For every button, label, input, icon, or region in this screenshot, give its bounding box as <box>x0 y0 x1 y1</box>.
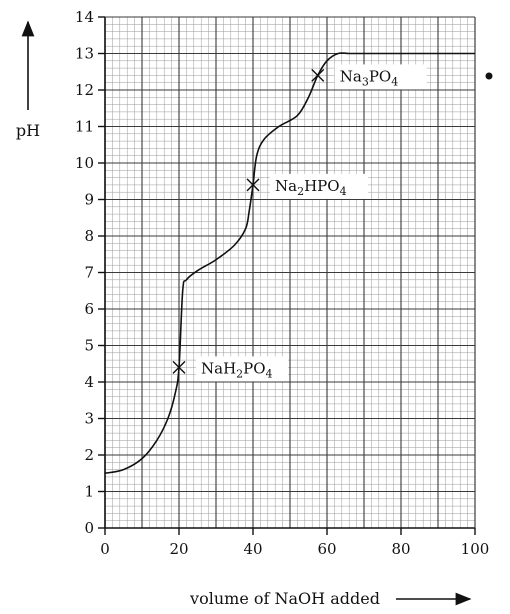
point-marker-x <box>172 360 186 374</box>
label-backdrop <box>334 64 427 90</box>
y-axis-title: pH <box>16 121 40 140</box>
x-tick-label: 40 <box>243 540 262 558</box>
label-subscript: 2 <box>297 185 304 198</box>
curve-group <box>104 52 475 475</box>
label-subscript: 4 <box>266 367 273 380</box>
label-backdrop <box>196 356 288 382</box>
titration-curve <box>104 52 475 475</box>
y-tick-label: 2 <box>84 446 94 464</box>
label-text: Na <box>275 177 297 195</box>
y-tick-label: 9 <box>84 191 94 209</box>
label-subscript: 3 <box>362 75 369 88</box>
y-tick-label: 6 <box>84 300 94 318</box>
x-axis-title: volume of NaOH added <box>189 589 380 608</box>
x-tick-label: 60 <box>317 540 336 558</box>
species-label: Na2HPO4 <box>275 177 347 198</box>
point-marker-x <box>246 178 260 192</box>
label-text: NaH <box>201 359 236 377</box>
x-tick-label: 100 <box>461 540 490 558</box>
label-text: PO <box>243 359 265 377</box>
major-grid <box>104 16 476 529</box>
y-tick-label: 8 <box>84 227 94 245</box>
y-tick-label: 0 <box>84 519 94 537</box>
y-tick-label: 3 <box>84 410 94 428</box>
y-tick-label: 11 <box>75 118 94 136</box>
y-tick-label: 1 <box>84 483 94 501</box>
species-label: Na3PO4 <box>340 67 398 88</box>
point-marker-x <box>311 68 325 82</box>
y-tick-label: 4 <box>84 373 94 391</box>
x-tick-label: 20 <box>169 540 188 558</box>
y-tick-label: 14 <box>75 8 94 26</box>
y-tick-label: 5 <box>84 337 94 355</box>
label-backdrop <box>270 173 368 199</box>
label-text: PO <box>369 67 391 85</box>
y-tick-label: 7 <box>84 264 94 282</box>
label-subscript: 4 <box>340 185 347 198</box>
y-tick-label: 10 <box>75 154 94 172</box>
x-tick-label: 80 <box>391 540 410 558</box>
label-text: Na <box>340 67 362 85</box>
y-tick-label: 12 <box>75 81 94 99</box>
label-subscript: 4 <box>391 75 398 88</box>
label-text: HPO <box>304 177 339 195</box>
label-subscript: 2 <box>236 367 243 380</box>
y-tick-label: 13 <box>75 45 94 63</box>
x-tick-label: 0 <box>100 540 110 558</box>
stray-dot <box>485 72 493 80</box>
species-label: NaH2PO4 <box>201 359 273 380</box>
